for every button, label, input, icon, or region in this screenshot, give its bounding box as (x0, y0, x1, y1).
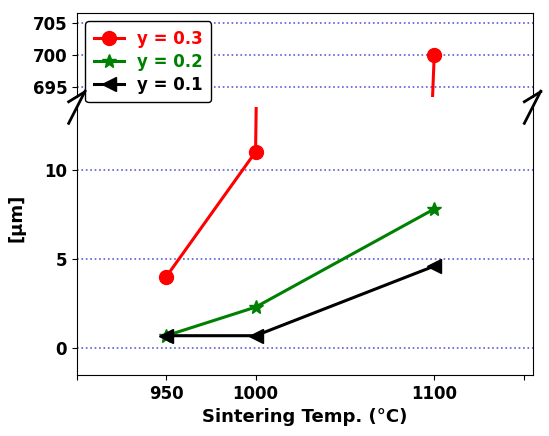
X-axis label: Sintering Temp. (°C): Sintering Temp. (°C) (202, 408, 407, 426)
Text: [μm]: [μm] (8, 194, 25, 242)
Legend: y = 0.3, y = 0.2, y = 0.1: y = 0.3, y = 0.2, y = 0.1 (85, 21, 211, 102)
